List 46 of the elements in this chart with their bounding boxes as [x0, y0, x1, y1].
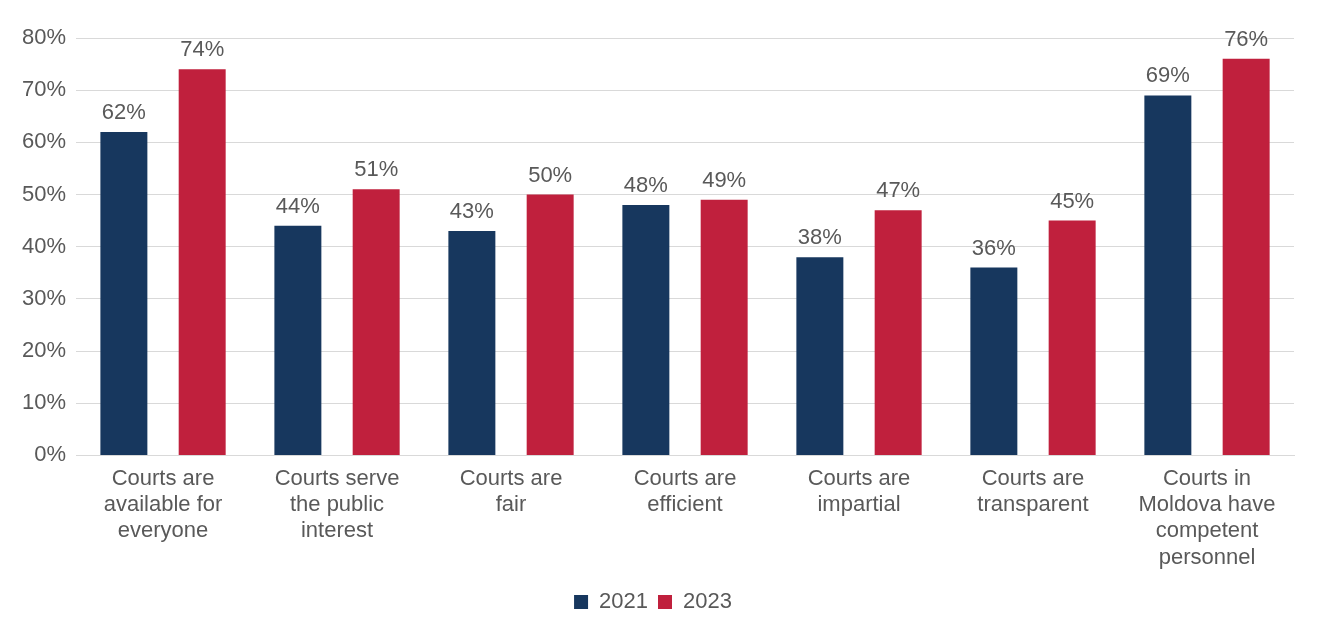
data-label: 51% [354, 156, 399, 182]
bar [970, 267, 1018, 455]
data-label: 43% [449, 198, 494, 224]
y-tick-label: 70% [21, 76, 67, 102]
y-tick-label: 10% [21, 389, 67, 415]
x-tick-label: Courts are impartial [807, 464, 911, 517]
data-label: 74% [180, 36, 225, 62]
bar [526, 194, 574, 455]
y-tick-label: 40% [21, 232, 67, 258]
bar [874, 210, 922, 455]
bar [1048, 220, 1096, 455]
bar [622, 204, 670, 455]
x-tick-label: Courts are efficient [633, 464, 737, 517]
x-tick-label: Courts are transparent [977, 464, 1089, 517]
x-tick-label: Courts serve the public interest [274, 464, 400, 543]
bar [1144, 95, 1192, 455]
data-label: 45% [1050, 187, 1095, 213]
y-tick-label: 20% [21, 337, 67, 363]
data-label: 50% [528, 161, 573, 187]
bar [274, 225, 322, 455]
data-label: 69% [1145, 62, 1190, 88]
data-label: 76% [1224, 25, 1269, 51]
legend-label: 2023 [683, 588, 732, 614]
data-label: 36% [971, 234, 1016, 260]
bar [100, 131, 148, 455]
x-tick-label: Courts are fair [459, 464, 563, 517]
bar [352, 189, 400, 455]
bar [178, 69, 226, 455]
bar [1222, 58, 1270, 455]
bar [700, 199, 748, 455]
y-tick-label: 30% [21, 284, 67, 310]
bar [796, 257, 844, 455]
y-tick-label: 0% [34, 441, 67, 467]
data-label: 62% [101, 98, 146, 124]
y-tick-label: 60% [21, 128, 67, 154]
data-label: 48% [623, 172, 668, 198]
y-tick-label: 50% [21, 180, 67, 206]
data-label: 38% [797, 224, 842, 250]
x-tick-label: Courts are available for everyone [103, 464, 223, 543]
y-tick-label: 80% [21, 24, 67, 50]
x-tick-label: Courts in Moldova have competent personnel [1138, 464, 1276, 569]
legend-label: 2021 [599, 588, 649, 614]
bar [448, 231, 496, 455]
data-label: 49% [702, 166, 747, 192]
data-label: 44% [275, 192, 320, 218]
data-label: 47% [876, 177, 921, 203]
